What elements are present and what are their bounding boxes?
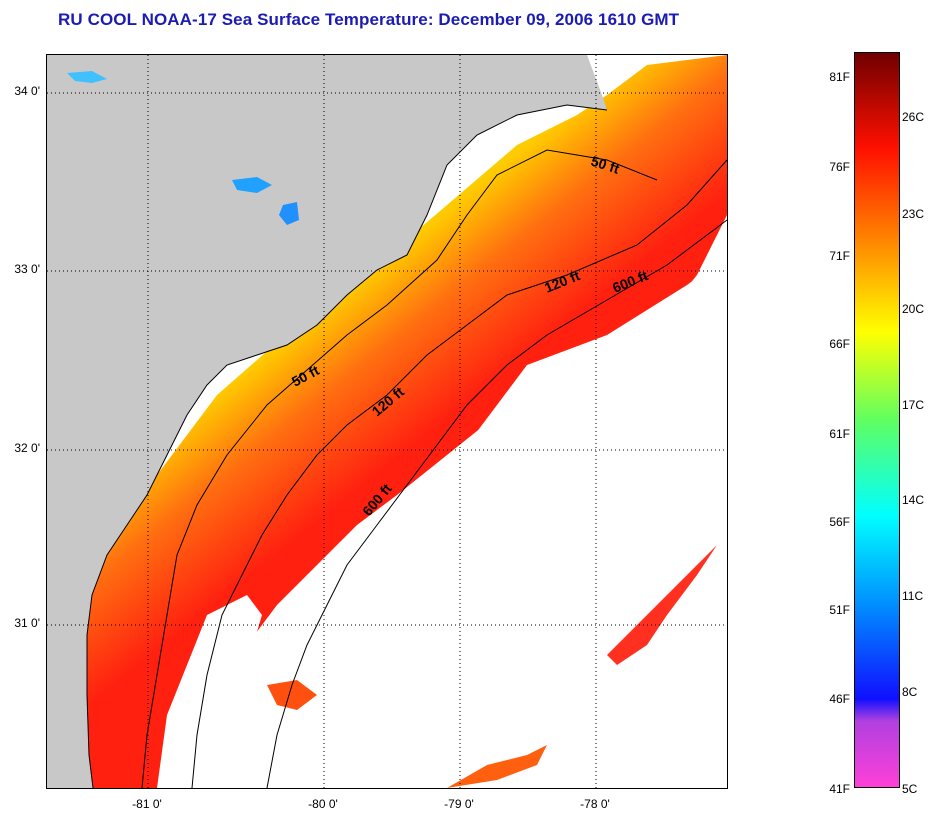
colorbar-label-56f: 56F (829, 515, 850, 529)
contour-600ft-line (266, 219, 727, 788)
colorbar-label-5c: 5C (902, 782, 918, 796)
colorbar-label-41f: 41F (829, 782, 850, 796)
contour-120ft-line (191, 159, 727, 788)
lat-tick-32: 32 0' (14, 441, 40, 455)
lat-tick-33: 33 0' (14, 262, 40, 276)
temperature-colorbar (854, 52, 900, 788)
colorbar-label-14c: 14C (902, 493, 925, 507)
lon-tick-81: -81 0' (132, 797, 162, 811)
contour-labels: 50 ft 50 ft 120 ft 120 ft 600 ft 600 ft (289, 153, 650, 519)
colorbar-label-26c: 26C (902, 110, 925, 124)
colorbar-label-61f: 61F (829, 427, 850, 441)
colorbar-label-81f: 81F (829, 70, 850, 84)
contour-label-50ft-north: 50 ft (589, 153, 622, 177)
colorbar-label-71f: 71F (829, 249, 850, 263)
colorbar-gradient (855, 53, 899, 787)
lon-tick-80: -80 0' (308, 797, 338, 811)
colorbar-label-51f: 51F (829, 603, 850, 617)
contour-label-120ft-north: 120 ft (542, 267, 582, 296)
lat-lon-grid (47, 55, 727, 788)
inland-lake-moultrie (279, 202, 299, 225)
inland-lake-north (67, 71, 107, 83)
contour-label-50ft-south: 50 ft (289, 362, 322, 390)
cloud-patches-2 (157, 595, 262, 788)
sst-map-canvas (47, 55, 727, 788)
warm-filament-patch (447, 745, 547, 788)
lon-tick-78: -78 0' (580, 797, 610, 811)
sst-field (47, 55, 727, 788)
lon-tick-79: -79 0' (444, 797, 474, 811)
contour-label-600ft-north: 600 ft (610, 267, 650, 296)
colorbar-label-76f: 76F (829, 160, 850, 174)
colorbar-label-17c: 17C (902, 398, 925, 412)
land-mainland (47, 55, 607, 788)
sst-map[interactable]: 50 ft 50 ft 120 ft 120 ft 600 ft 600 ft (46, 54, 728, 789)
inland-lake-marion (232, 177, 272, 193)
coastline (86, 104, 608, 788)
lat-tick-31: 31 0' (14, 616, 40, 630)
colorbar-label-66f: 66F (829, 337, 850, 351)
colorbar-label-8c: 8C (902, 685, 918, 699)
warm-patch-left (267, 680, 317, 710)
colorbar-label-11c: 11C (902, 589, 924, 603)
warm-eddy-patch (607, 545, 717, 665)
colorbar-label-23c: 23C (902, 207, 925, 221)
colorbar-label-46f: 46F (829, 692, 850, 706)
lat-tick-34: 34 0' (14, 84, 40, 98)
contour-label-120ft-south: 120 ft (369, 383, 408, 419)
contour-label-600ft-south: 600 ft (359, 480, 395, 519)
map-title: RU COOL NOAA-17 Sea Surface Temperature:… (58, 10, 680, 29)
cloud-patches (427, 255, 727, 525)
contour-50ft-line (141, 149, 658, 788)
colorbar-label-20c: 20C (902, 302, 925, 316)
